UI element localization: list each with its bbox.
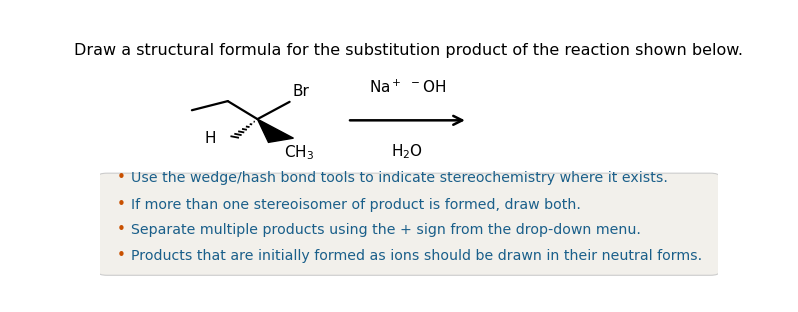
Text: Products that are initially formed as ions should be drawn in their neutral form: Products that are initially formed as io… — [131, 249, 701, 263]
Text: H$_2$O: H$_2$O — [392, 142, 424, 161]
Text: H: H — [204, 131, 216, 146]
Text: CH$_3$: CH$_3$ — [284, 143, 314, 162]
Text: Draw a structural formula for the substitution product of the reaction shown bel: Draw a structural formula for the substi… — [74, 43, 744, 58]
Polygon shape — [258, 119, 294, 142]
Text: Separate multiple products using the + sign from the drop-down menu.: Separate multiple products using the + s… — [131, 223, 641, 237]
Text: If more than one stereoisomer of product is formed, draw both.: If more than one stereoisomer of product… — [131, 197, 581, 212]
Text: •: • — [117, 248, 126, 263]
Text: •: • — [117, 222, 126, 237]
Text: Na$^+$ $^-$OH: Na$^+$ $^-$OH — [369, 79, 446, 96]
Text: Use the wedge/hash bond tools to indicate stereochemistry where it exists.: Use the wedge/hash bond tools to indicat… — [131, 171, 668, 185]
Text: •: • — [117, 197, 126, 212]
Text: •: • — [117, 170, 126, 185]
Text: Br: Br — [293, 84, 310, 99]
FancyBboxPatch shape — [98, 173, 720, 275]
